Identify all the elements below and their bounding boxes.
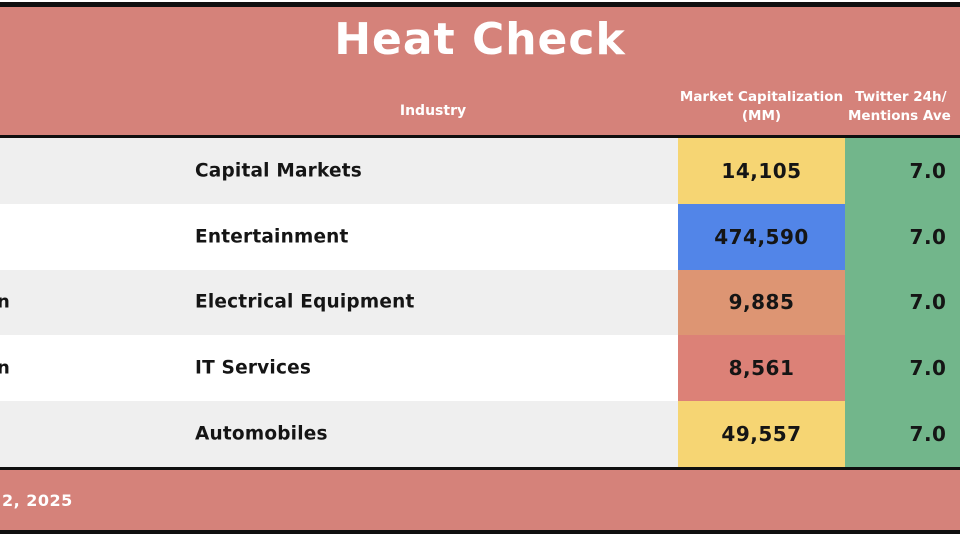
twitter-mentions-cell: 7.0 <box>845 203 960 270</box>
cutoff-left-text: n <box>0 291 10 313</box>
column-header-twitter-line2: Mentions Ave <box>848 108 951 125</box>
column-header-market-cap-line2: Capitalization (MM) <box>738 89 844 125</box>
bottom-border <box>0 530 960 534</box>
twitter-mentions-cell: 7.0 <box>845 269 960 336</box>
market-cap-cell: 474,590 <box>678 203 845 270</box>
table-row: Entertainment 474,590 7.0 <box>0 203 960 270</box>
column-header-twitter: Twitter 24h/ Mentions Ave <box>848 88 951 126</box>
market-cap-cell: 9,885 <box>678 269 845 336</box>
column-header-market-cap: Market Capitalization (MM) <box>678 88 845 126</box>
header-divider <box>0 135 960 138</box>
table-bottom-border <box>0 467 960 470</box>
cutoff-left-text: n <box>0 357 10 379</box>
market-cap-cell: 8,561 <box>678 335 845 402</box>
industry-cell: Electrical Equipment <box>195 291 415 313</box>
industry-cell: Capital Markets <box>195 160 362 182</box>
table-row: n IT Services 8,561 7.0 <box>0 335 960 402</box>
twitter-mentions-cell: 7.0 <box>845 335 960 402</box>
industry-cell: IT Services <box>195 357 312 379</box>
footer-date: 2, 2025 <box>2 490 73 510</box>
column-header-twitter-line1: Twitter 24h/ <box>855 89 947 106</box>
top-border <box>0 2 960 7</box>
table-row: Automobiles 49,557 7.0 <box>0 401 960 467</box>
table-row: n Electrical Equipment 9,885 7.0 <box>0 269 960 336</box>
industry-cell: Entertainment <box>195 226 349 248</box>
top-white-gap <box>0 0 960 2</box>
report-footer: 2, 2025 <box>0 470 960 530</box>
column-header-industry: Industry <box>399 103 467 119</box>
twitter-mentions-cell: 7.0 <box>845 401 960 467</box>
twitter-mentions-cell: 7.0 <box>845 138 960 204</box>
page-title: Heat Check <box>334 14 626 65</box>
report-header: Heat Check Industry Market Capitalizatio… <box>0 7 960 135</box>
market-cap-cell: 49,557 <box>678 401 845 467</box>
data-table: Capital Markets 14,105 7.0 Entertainment… <box>0 138 960 467</box>
industry-cell: Automobiles <box>195 423 328 445</box>
market-cap-cell: 14,105 <box>678 138 845 204</box>
column-header-market-cap-line1: Market <box>679 89 734 106</box>
table-row: Capital Markets 14,105 7.0 <box>0 138 960 204</box>
